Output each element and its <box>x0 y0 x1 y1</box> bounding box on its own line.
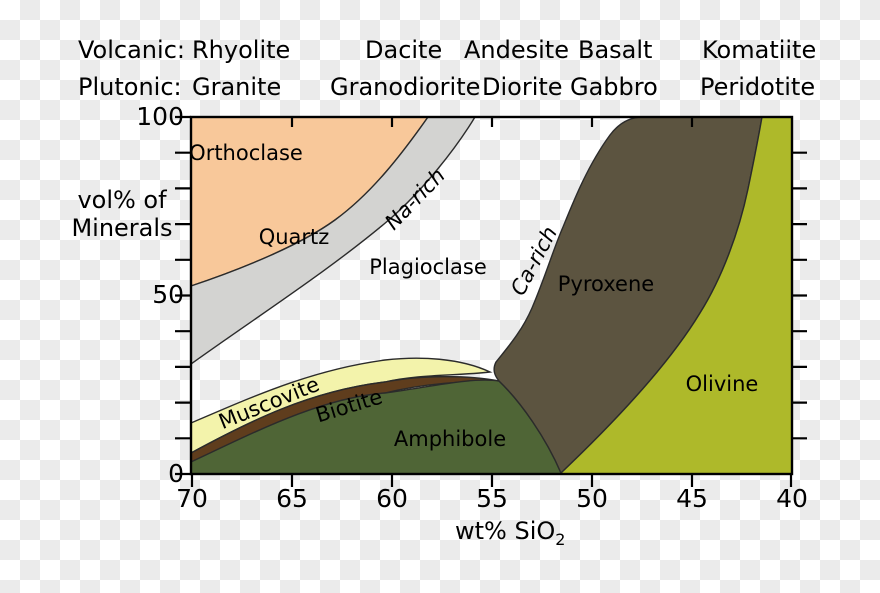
x-axis-top-ticks <box>290 117 694 127</box>
x-tick-45: 45 <box>676 484 708 513</box>
plutonic-granite: Granite <box>192 73 282 101</box>
plagioclase-label: Plagioclase <box>369 255 487 279</box>
x-axis-title-main: wt% SiO <box>455 517 556 545</box>
volcanic-andesite: Andesite <box>464 36 569 64</box>
x-axis-bottom-ticks <box>190 474 793 487</box>
plutonic-gabbro: Gabbro <box>570 73 658 101</box>
axis-ticks <box>175 115 807 487</box>
x-tick-40: 40 <box>776 484 808 513</box>
olivine-region <box>560 116 793 475</box>
y-tick-100: 100 <box>136 102 184 131</box>
quartz-label: Quartz <box>258 225 330 249</box>
x-tick-70: 70 <box>176 484 208 513</box>
y-axis-right-ticks <box>792 151 807 440</box>
pyroxene-label: Pyroxene <box>557 272 655 296</box>
volcanic-dacite: Dacite <box>365 36 443 64</box>
plutonic-peridotite: Peridotite <box>700 73 816 101</box>
y-axis-title: vol% of Minerals <box>42 186 202 242</box>
volcanic-basalt: Basalt <box>578 36 653 64</box>
volcanic-row-label: Volcanic: <box>78 36 185 64</box>
x-axis-title-subscript: 2 <box>555 529 566 549</box>
x-tick-55: 55 <box>476 484 508 513</box>
y-axis-left-ticks <box>175 115 191 476</box>
mineral-regions <box>190 116 793 475</box>
y-axis-title-line1: vol% of <box>77 186 167 214</box>
x-tick-65: 65 <box>276 484 308 513</box>
plutonic-row-label: Plutonic: <box>78 73 182 101</box>
x-tick-60: 60 <box>376 484 408 513</box>
y-tick-50: 50 <box>152 280 184 309</box>
amphibole-label: Amphibole <box>393 427 507 451</box>
olivine-label: Olivine <box>685 372 759 396</box>
volcanic-komatiite: Komatiite <box>702 36 817 64</box>
plutonic-diorite: Diorite <box>482 73 563 101</box>
x-axis-title: wt% SiO2 <box>455 518 565 553</box>
y-tick-0: 0 <box>168 459 184 488</box>
y-axis-title-line2: Minerals <box>71 214 173 242</box>
x-tick-50: 50 <box>576 484 608 513</box>
volcanic-rhyolite: Rhyolite <box>192 36 291 64</box>
plutonic-granodiorite: Granodiorite <box>330 73 481 101</box>
orthoclase-label: Orthoclase <box>189 141 303 165</box>
